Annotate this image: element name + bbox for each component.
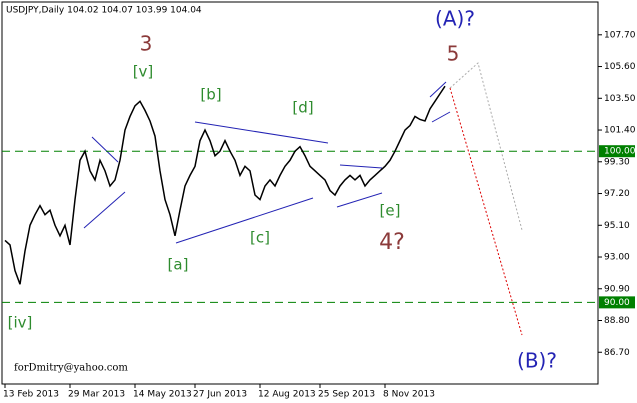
forecast	[449, 87, 523, 336]
trend-line	[339, 164, 383, 169]
wave-label: 4?	[379, 230, 405, 255]
x-tick-label: 8 Nov 2013	[383, 390, 435, 400]
price-line	[4, 85, 446, 285]
wave-label: [e]	[380, 202, 401, 220]
wave-label: [c]	[250, 229, 270, 247]
y-tick-label: 105.60	[604, 62, 636, 72]
footer: forDmitry@yahoo.com	[14, 363, 128, 374]
x-tick-label: 27 Jun 2013	[193, 390, 247, 400]
wave-label: [a]	[168, 256, 189, 274]
x-tick-label: 13 Feb 2013	[3, 390, 59, 400]
y-tick-label: 107.70	[604, 30, 636, 40]
trend-line	[175, 197, 314, 244]
trend-line	[431, 111, 451, 123]
trend-line	[194, 121, 329, 144]
chart-title: USDJPY,Daily 104.02 104.07 103.99 104.04	[6, 6, 202, 16]
trend-line	[91, 136, 119, 163]
h-line-label: 90.00	[604, 298, 630, 308]
trend-line	[83, 191, 126, 229]
y-tick-label: 103.50	[604, 94, 636, 104]
y-tick-label: 95.10	[604, 221, 630, 231]
wave-label: (A)?	[435, 7, 475, 31]
wave-label: 3	[140, 32, 153, 56]
wave-label: [iv]	[8, 314, 33, 332]
y-tick-label: 99.30	[604, 157, 630, 167]
y-tick-label: 86.70	[604, 348, 630, 358]
h-line-label: 100.00	[604, 147, 636, 157]
h-line-label-bg	[599, 296, 635, 309]
wave-label: [b]	[200, 86, 221, 104]
trend-line	[336, 192, 383, 208]
trend-line	[429, 81, 447, 98]
plot-frame	[1, 1, 599, 385]
drawings	[83, 81, 451, 244]
x-tick-label: 14 May 2013	[133, 390, 192, 400]
x-tick-label: 29 Mar 2013	[68, 390, 125, 400]
h-line-label-bg	[599, 145, 635, 158]
wave-label: 5	[447, 42, 460, 66]
x-tick-label: 12 Aug 2013	[258, 390, 316, 400]
y-tick-label: 93.00	[604, 253, 630, 263]
y-tick-label: 90.90	[604, 284, 630, 294]
wave-label: [v]	[133, 63, 154, 81]
wave-label: (B)?	[517, 349, 557, 373]
wave-label: [d]	[292, 99, 313, 117]
y-tick-label: 101.40	[604, 126, 636, 136]
y-tick-label: 97.20	[604, 189, 630, 199]
y-tick-label: 88.80	[604, 316, 630, 326]
x-tick-label: 25 Sep 2013	[318, 390, 375, 400]
forecast-alt	[449, 62, 523, 231]
